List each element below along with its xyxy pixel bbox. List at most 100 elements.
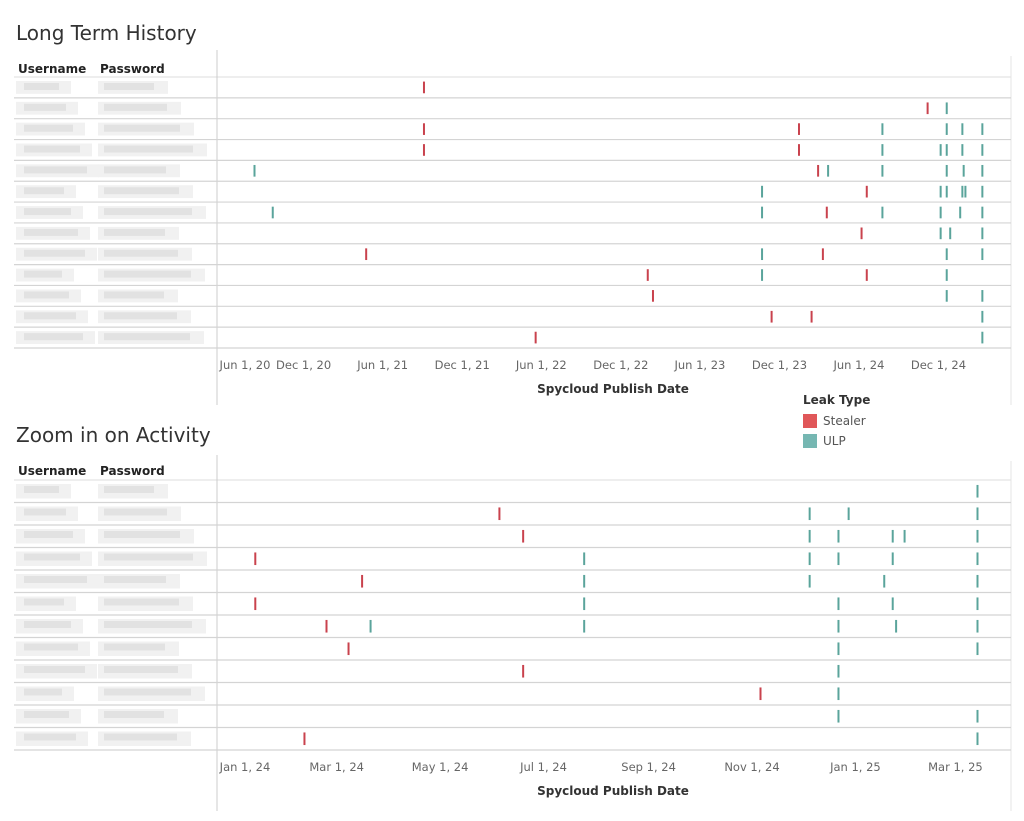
- x-tick-label: Jul 1, 24: [519, 760, 567, 774]
- username-redacted: [24, 553, 80, 561]
- x-tick-label: Jun 1, 24: [833, 358, 885, 372]
- password-redacted: [104, 249, 178, 257]
- table-row: [16, 310, 191, 324]
- password-redacted: [104, 688, 191, 696]
- password-redacted: [104, 486, 154, 493]
- table-row: [16, 686, 205, 701]
- password-redacted: [104, 166, 166, 174]
- x-tick-label: Jun 1, 22: [515, 358, 567, 372]
- password-redacted: [104, 643, 165, 651]
- username-redacted: [24, 508, 66, 516]
- password-redacted: [104, 733, 177, 741]
- password-redacted: [104, 145, 193, 153]
- password-redacted: [104, 124, 180, 132]
- table-row: [16, 122, 194, 136]
- password-redacted: [104, 83, 154, 90]
- long-term-history-chart: Jun 1, 20 Dec 1, 20 Jun 1, 21 Dec 1, 21 Jun …: [14, 50, 1012, 405]
- legend-item-ulp[interactable]: ULP: [803, 431, 870, 451]
- x-tick-label: Dec 1, 22: [593, 358, 648, 372]
- password-redacted: [104, 270, 191, 278]
- password-redacted: [104, 553, 193, 561]
- x-tick-label: Jun 1, 23: [673, 358, 725, 372]
- x-tick-label: May 1, 24: [412, 760, 469, 774]
- x-tick-label: Jan 1, 24: [219, 760, 271, 774]
- username-redacted: [24, 270, 62, 278]
- username-redacted: [24, 208, 71, 216]
- table-row: [16, 641, 179, 656]
- x-tick-label: Sep 1, 24: [621, 760, 676, 774]
- username-redacted: [24, 83, 59, 90]
- x-tick-label: Jun 1, 21: [356, 358, 408, 372]
- chart-title-zoom: Zoom in on Activity: [16, 423, 211, 447]
- x-tick-label: Mar 1, 24: [309, 760, 364, 774]
- table-row: [16, 206, 206, 219]
- table-row: [16, 185, 193, 199]
- password-redacted: [104, 208, 192, 216]
- chart-title-long-term: Long Term History: [16, 21, 197, 45]
- table-row: [16, 506, 181, 521]
- password-redacted: [104, 621, 192, 628]
- password-redacted: [104, 187, 179, 195]
- password-redacted: [104, 291, 164, 299]
- username-redacted: [24, 187, 64, 195]
- zoom-activity-chart: Jan 1, 24 Mar 1, 24 May 1, 24 Jul 1, 24 Sep …: [14, 455, 1012, 811]
- username-redacted: [24, 643, 78, 651]
- password-redacted: [104, 333, 190, 341]
- table-row: [16, 709, 178, 724]
- x-axis-title: Spycloud Publish Date: [537, 784, 689, 798]
- table-row: [16, 226, 179, 240]
- x-tick-label: Mar 1, 25: [928, 760, 983, 774]
- username-redacted: [24, 486, 59, 493]
- legend-item-stealer[interactable]: Stealer: [803, 411, 870, 431]
- username-redacted: [24, 711, 69, 718]
- table-row: [16, 101, 181, 115]
- x-tick-label: Jan 1, 25: [829, 760, 881, 774]
- table-row: [16, 731, 191, 746]
- table-row: [16, 164, 180, 178]
- x-axis-title: Spycloud Publish Date: [537, 382, 689, 396]
- password-redacted: [104, 598, 179, 606]
- x-tick-label: Dec 1, 21: [435, 358, 490, 372]
- username-redacted: [24, 103, 66, 111]
- username-redacted: [24, 621, 71, 628]
- password-redacted: [104, 312, 177, 320]
- table-row: [16, 289, 178, 303]
- username-redacted: [24, 733, 76, 741]
- table-row: [16, 484, 168, 499]
- legend-title: Leak Type: [803, 393, 871, 407]
- table-row: [16, 247, 192, 261]
- table-row: [16, 619, 206, 634]
- password-redacted: [104, 103, 167, 111]
- column-header-username: Username: [18, 62, 87, 76]
- x-tick-label: Jun 1, 20: [219, 358, 271, 372]
- table-row: [16, 529, 194, 544]
- legend-label: ULP: [823, 434, 846, 448]
- x-tick-label: Dec 1, 20: [276, 358, 331, 372]
- username-redacted: [24, 666, 85, 673]
- table-row: [16, 551, 207, 566]
- table-row: [16, 268, 205, 282]
- legend-swatch-stealer: [803, 414, 817, 428]
- table-row: [16, 664, 192, 679]
- username-redacted: [24, 576, 87, 583]
- x-tick-label: Nov 1, 24: [724, 760, 779, 774]
- column-header-username: Username: [18, 464, 87, 478]
- table-row: [16, 143, 207, 157]
- username-redacted: [24, 124, 73, 132]
- password-redacted: [104, 666, 178, 673]
- username-redacted: [24, 531, 73, 538]
- username-redacted: [24, 228, 78, 236]
- password-redacted: [104, 711, 164, 718]
- username-redacted: [24, 598, 64, 606]
- table-row: [16, 331, 204, 344]
- username-redacted: [24, 333, 83, 341]
- username-redacted: [24, 688, 62, 696]
- legend-label: Stealer: [823, 414, 866, 428]
- table-row: [16, 596, 193, 611]
- table-row: [16, 574, 180, 589]
- username-redacted: [24, 166, 87, 174]
- legend: Leak Type Stealer ULP: [803, 393, 870, 451]
- password-redacted: [104, 508, 167, 516]
- table-row: [16, 81, 168, 94]
- x-tick-label: Dec 1, 23: [752, 358, 807, 372]
